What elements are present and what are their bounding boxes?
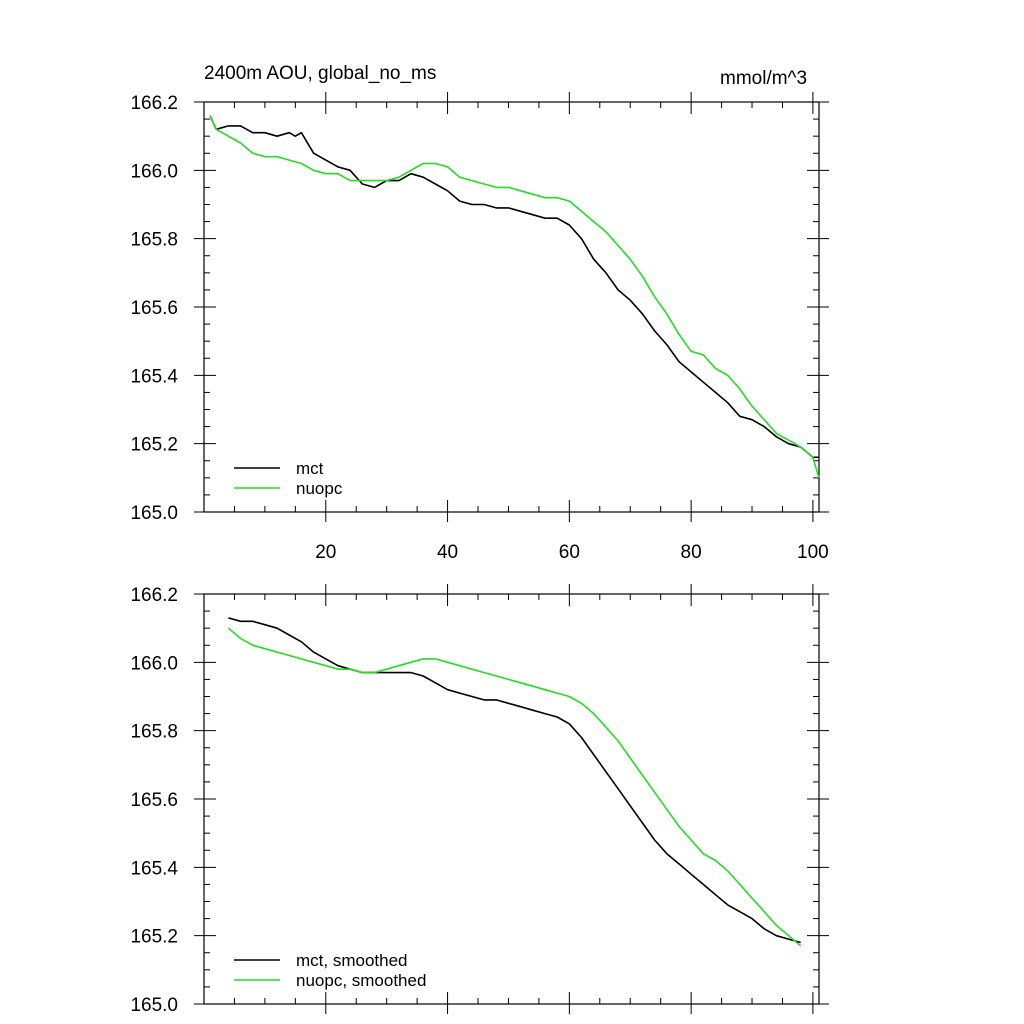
y-tick-label: 166.2 (130, 93, 178, 114)
y-tick-label: 166.0 (130, 161, 178, 182)
x-tick-label: 60 (559, 542, 580, 563)
y-tick-label: 165.6 (130, 790, 178, 811)
x-tick-label: 80 (681, 542, 702, 563)
x-tick-label: 20 (315, 542, 336, 563)
x-tick-label: 40 (437, 542, 458, 563)
series-line-mct-smoothed (228, 617, 801, 944)
y-tick-label: 165.4 (130, 366, 178, 387)
series-line-mct (209, 115, 819, 459)
legend-label: nuopc (296, 479, 343, 498)
legend-label: nuopc, smoothed (296, 971, 426, 990)
y-tick-label: 165.6 (130, 298, 178, 319)
series-line-nuopc-smoothed (227, 627, 802, 947)
plot-frame (203, 101, 820, 513)
legend-label: mct (296, 459, 324, 478)
units-label: mmol/m^3 (720, 68, 808, 89)
legend-label: mct, smoothed (296, 951, 408, 970)
y-tick-label: 166.2 (130, 585, 178, 606)
y-tick-label: 165.8 (130, 722, 178, 743)
y-tick-label: 166.0 (130, 653, 178, 674)
smoothed-panel: 165.0 165.2 165.4 165.6 165.8 166.0 166.2 mct, … (130, 584, 829, 1016)
plot-frame (203, 593, 820, 1005)
y-tick-label: 165.8 (130, 230, 178, 251)
x-tick-label: 100 (797, 542, 829, 563)
y-tick-label: 165.4 (130, 858, 178, 879)
raw-panel: 20 40 60 80 100 165.0 165.2 165.4 165.6 165.8 166.… (130, 92, 829, 563)
figure-title: 2400m AOU, global_no_ms (204, 63, 437, 84)
y-tick-label: 165.2 (130, 435, 178, 456)
series-line-nuopc (209, 115, 820, 479)
y-tick-label: 165.0 (130, 995, 178, 1016)
y-tick-label: 165.0 (130, 503, 178, 524)
y-tick-label: 165.2 (130, 927, 178, 948)
